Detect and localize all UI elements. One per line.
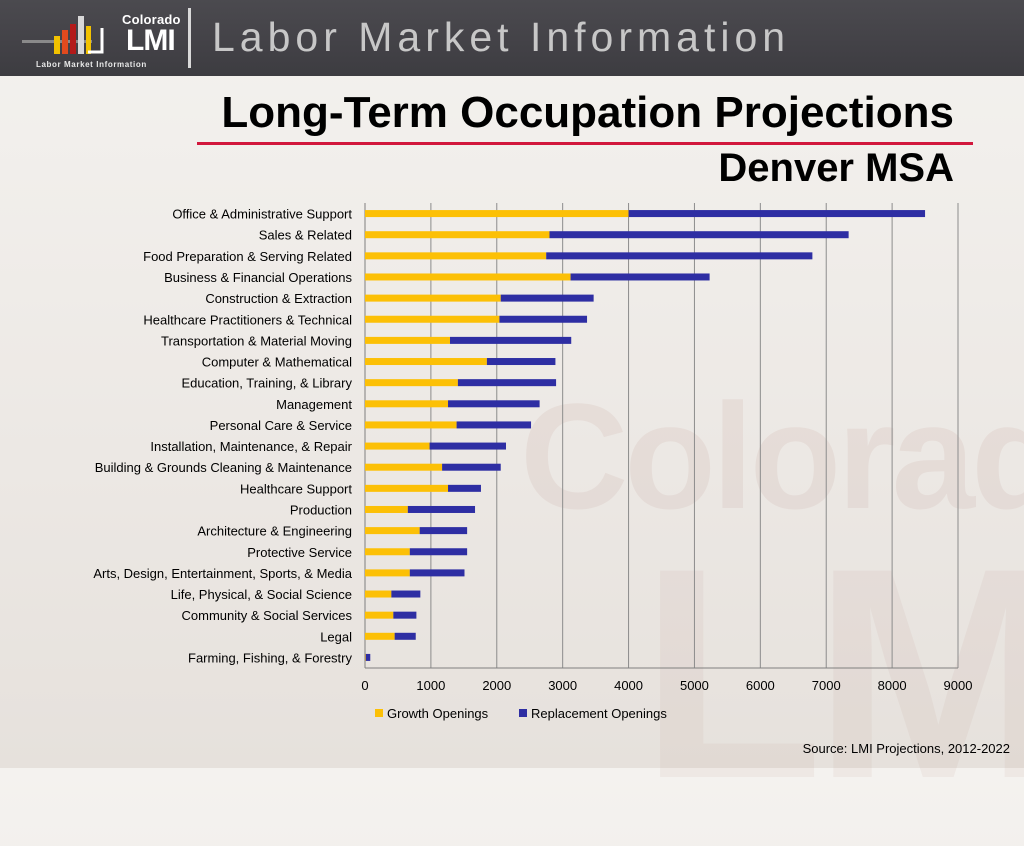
- colorado-lmi-logo[interactable]: Colorado LMI Labor Market Information: [18, 6, 181, 72]
- category-label: Business & Financial Operations: [164, 270, 352, 285]
- category-label: Healthcare Practitioners & Technical: [143, 312, 352, 327]
- category-label: Healthcare Support: [240, 481, 352, 496]
- bar-replacement-openings: [546, 252, 813, 260]
- category-label: Computer & Mathematical: [202, 355, 352, 370]
- bar-growth-openings: [365, 315, 500, 323]
- bar-replacement-openings: [549, 231, 849, 239]
- category-label: Education, Training, & Library: [181, 376, 352, 391]
- bar-growth-openings: [365, 252, 547, 260]
- bar-replacement-openings: [628, 210, 926, 218]
- legend-label-replacement: Replacement Openings: [531, 706, 667, 721]
- logo-top-text: Colorado: [122, 12, 181, 27]
- bar-replacement-openings: [456, 421, 532, 429]
- category-label: Building & Grounds Cleaning & Maintenanc…: [95, 460, 352, 475]
- bar-replacement-openings: [409, 548, 468, 556]
- bar-growth-openings: [365, 379, 458, 387]
- watermark-text: Colorado: [520, 372, 1024, 540]
- bar-replacement-openings: [429, 442, 507, 450]
- x-tick-label: 5000: [680, 678, 709, 693]
- bar-growth-openings: [365, 653, 366, 661]
- category-label: Protective Service: [247, 545, 352, 560]
- category-label: Personal Care & Service: [210, 418, 352, 433]
- bar-replacement-openings: [391, 590, 421, 598]
- bar-replacement-openings: [449, 336, 572, 344]
- category-label: Farming, Fishing, & Forestry: [188, 650, 352, 665]
- category-label: Installation, Maintenance, & Repair: [150, 439, 352, 454]
- source-note: Source: LMI Projections, 2012-2022: [802, 741, 1010, 756]
- category-label: Production: [290, 502, 352, 517]
- bar-growth-openings: [365, 505, 408, 513]
- legend-label-growth: Growth Openings: [387, 706, 489, 721]
- bar-replacement-openings: [407, 505, 476, 513]
- x-tick-label: 4000: [614, 678, 643, 693]
- x-tick-label: 0: [361, 678, 368, 693]
- bar-growth-openings: [365, 336, 450, 344]
- logo-sub-text: Labor Market Information: [36, 60, 147, 69]
- x-tick-label: 9000: [944, 678, 973, 693]
- slide-subtitle: Denver MSA: [718, 146, 954, 190]
- bar-replacement-openings: [457, 379, 557, 387]
- bar-growth-openings: [365, 548, 410, 556]
- bar-replacement-openings: [419, 527, 468, 535]
- category-label: Transportation & Material Moving: [161, 333, 352, 348]
- bar-growth-openings: [365, 632, 395, 640]
- bar-growth-openings: [365, 611, 394, 619]
- x-tick-label: 6000: [746, 678, 775, 693]
- bar-replacement-openings: [393, 611, 417, 619]
- x-tick-label: 7000: [812, 678, 841, 693]
- bar-replacement-openings: [486, 358, 556, 366]
- bar-replacement-openings: [365, 653, 371, 661]
- category-label: Construction & Extraction: [205, 291, 352, 306]
- bar-replacement-openings: [448, 400, 540, 408]
- category-label: Life, Physical, & Social Science: [171, 587, 352, 602]
- bar-growth-openings: [365, 484, 449, 492]
- header-title: Labor Market Information: [212, 14, 791, 60]
- category-label: Arts, Design, Entertainment, Sports, & M…: [93, 566, 352, 581]
- bar-growth-openings: [365, 294, 501, 302]
- category-label: Sales & Related: [259, 228, 352, 243]
- bar-growth-openings: [365, 210, 629, 218]
- x-tick-label: 3000: [548, 678, 577, 693]
- bar-growth-openings: [365, 442, 430, 450]
- header-bar: Colorado LMI Labor Market Information La…: [0, 0, 1024, 76]
- bar-replacement-openings: [448, 484, 481, 492]
- category-label: Legal: [320, 629, 352, 644]
- legend-swatch-replacement: [519, 709, 527, 717]
- header-divider: [188, 8, 191, 68]
- x-tick-label: 8000: [878, 678, 907, 693]
- logo-main-text: LMI: [126, 24, 176, 57]
- category-label: Management: [276, 397, 352, 412]
- bar-growth-openings: [365, 590, 392, 598]
- bar-growth-openings: [365, 358, 487, 366]
- bar-replacement-openings: [499, 315, 588, 323]
- category-label: Community & Social Services: [182, 608, 353, 623]
- bar-growth-openings: [365, 273, 571, 281]
- bar-growth-openings: [365, 231, 550, 239]
- bar-replacement-openings: [442, 463, 501, 471]
- category-label: Office & Administrative Support: [172, 207, 352, 222]
- title-rule: [197, 142, 973, 145]
- bar-replacement-openings: [570, 273, 710, 281]
- bar-replacement-openings: [394, 632, 416, 640]
- bar-growth-openings: [365, 463, 443, 471]
- bar-growth-openings: [365, 421, 457, 429]
- bar-replacement-openings: [500, 294, 594, 302]
- slide-title: Long-Term Occupation Projections: [221, 88, 954, 137]
- x-tick-label: 2000: [482, 678, 511, 693]
- category-label: Food Preparation & Serving Related: [143, 249, 352, 264]
- category-label: Architecture & Engineering: [197, 524, 352, 539]
- logo-graphic-icon: [22, 16, 104, 54]
- bar-replacement-openings: [409, 569, 465, 577]
- bar-growth-openings: [365, 527, 420, 535]
- bar-growth-openings: [365, 569, 410, 577]
- stacked-bar-chart: 0 1000 2000 3000 4000 5000 6000 7000 8000 9000 Off…: [93, 203, 973, 721]
- bar-growth-openings: [365, 400, 449, 408]
- x-tick-label: 1000: [416, 678, 445, 693]
- legend-swatch-growth: [375, 709, 383, 717]
